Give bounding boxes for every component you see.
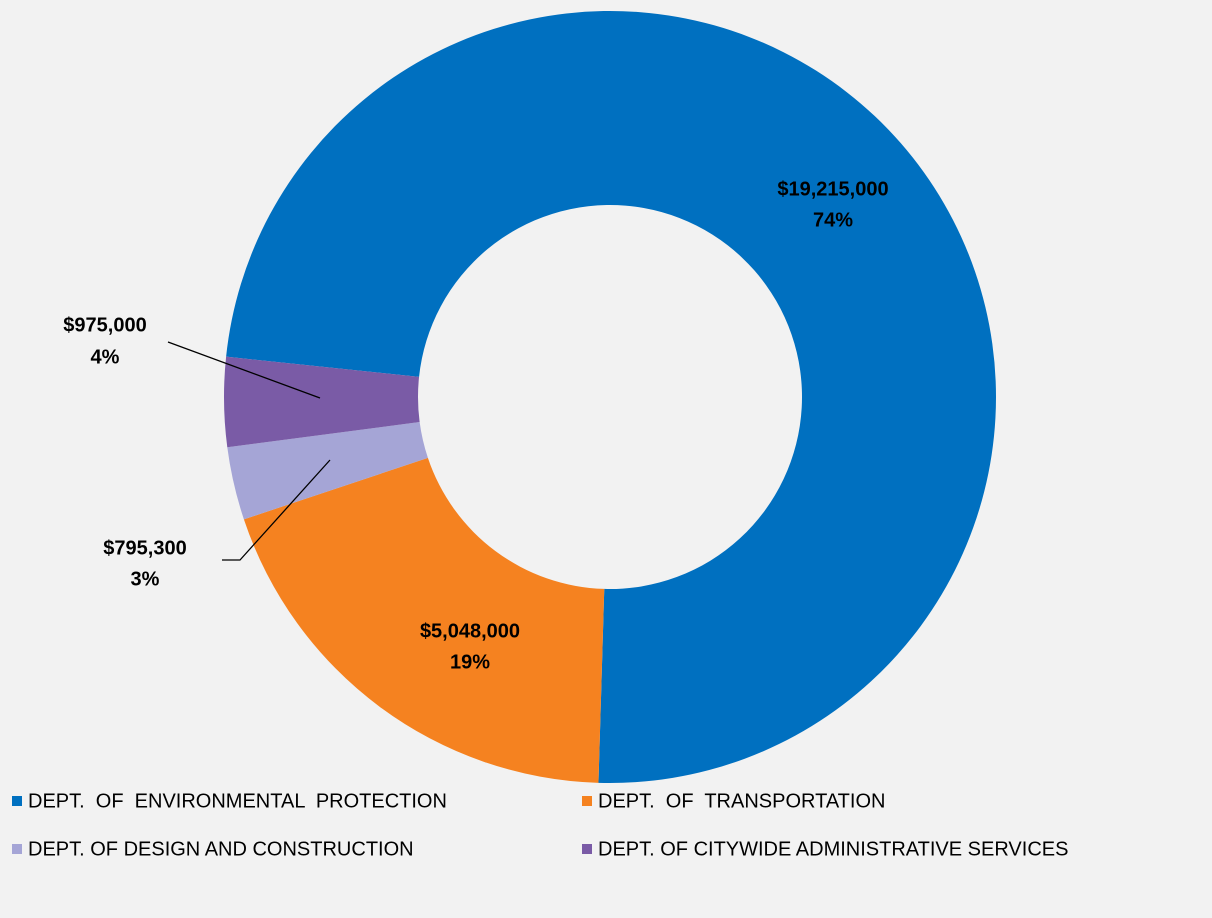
legend-label: DEPT. OF DESIGN AND CONSTRUCTION	[28, 838, 414, 860]
legend-marker	[582, 844, 592, 854]
donut-slice	[243, 457, 605, 783]
data-label: $975,000	[63, 314, 146, 336]
data-label: $5,048,000	[420, 620, 520, 642]
legend-marker	[582, 796, 592, 806]
data-label: $19,215,000	[777, 178, 888, 200]
legend-label: DEPT. OF CITYWIDE ADMINISTRATIVE SERVICE…	[598, 838, 1068, 860]
leader-line	[167, 341, 321, 399]
percent-label: 3%	[131, 568, 160, 590]
leader-line	[222, 459, 331, 561]
legend-label: DEPT. OF ENVIRONMENTAL PROTECTION	[28, 790, 447, 812]
legend-label: DEPT. OF TRANSPORTATION	[598, 790, 885, 812]
donut-slice	[227, 422, 428, 520]
legend-marker	[12, 844, 22, 854]
percent-label: 4%	[91, 346, 120, 368]
donut-slice	[226, 11, 996, 783]
data-label: $795,300	[103, 537, 186, 559]
percent-label: 74%	[813, 209, 853, 231]
percent-label: 19%	[450, 651, 490, 673]
legend-marker	[12, 796, 22, 806]
donut-slice	[223, 356, 420, 448]
